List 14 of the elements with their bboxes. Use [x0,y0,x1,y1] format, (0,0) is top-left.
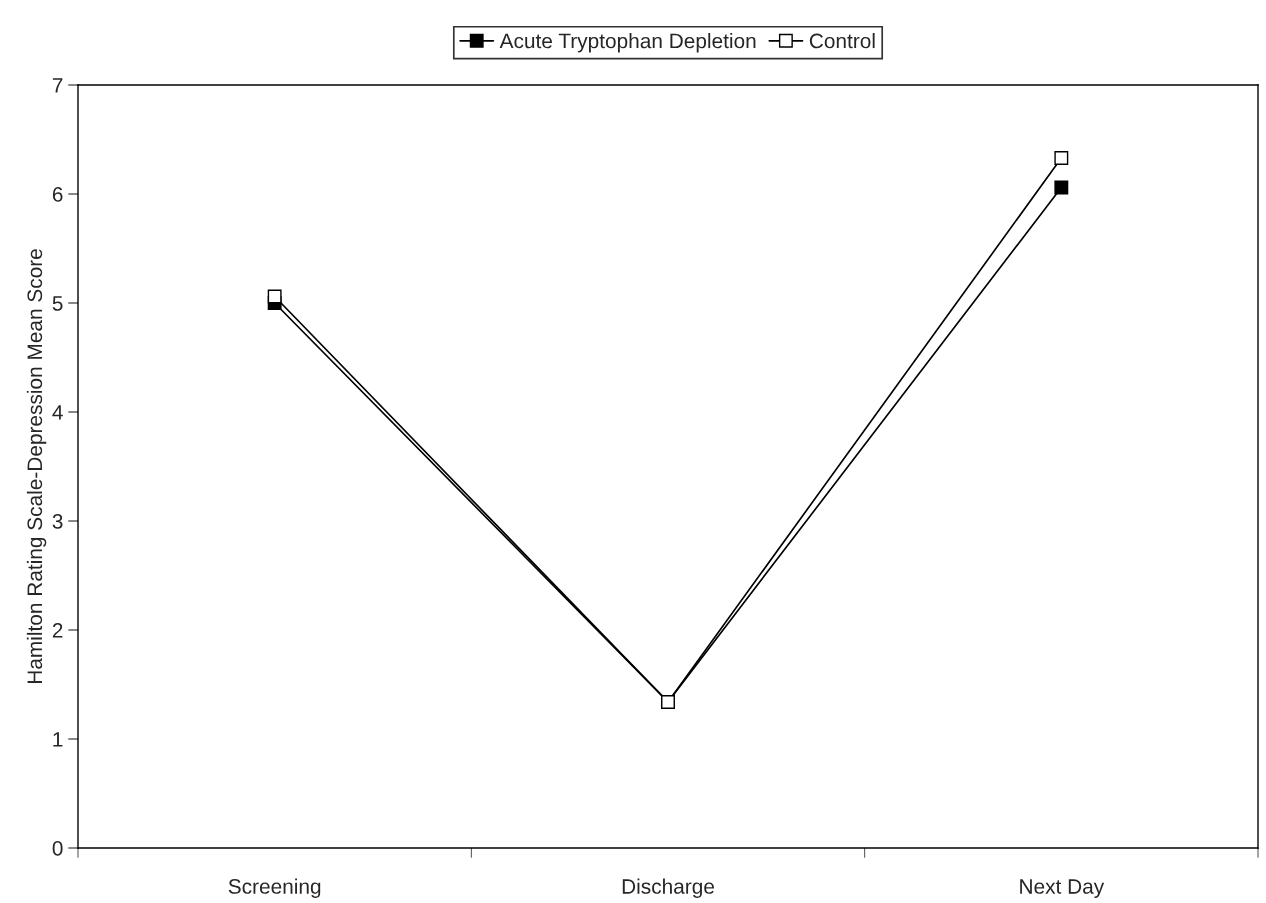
y-tick-label: 4 [52,405,63,420]
y-axis-title: Hamilton Rating Scale-Depression Mean Score [26,249,47,684]
y-tick-label: 6 [52,187,63,202]
legend-label: Control [809,33,875,49]
y-tick-label: 3 [52,514,63,529]
y-tick-label: 0 [52,841,63,856]
y-tick-label: 5 [52,296,63,311]
y-tick-label: 2 [52,623,63,638]
x-tick-label: Discharge [622,878,714,898]
legend-label: Acute Tryptophan Depletion [499,33,756,53]
y-tick-label: 7 [52,78,63,93]
x-tick-label: Next Day [1020,879,1105,898]
y-tick-label: 1 [53,732,63,747]
x-tick-label: Screening [228,878,321,898]
